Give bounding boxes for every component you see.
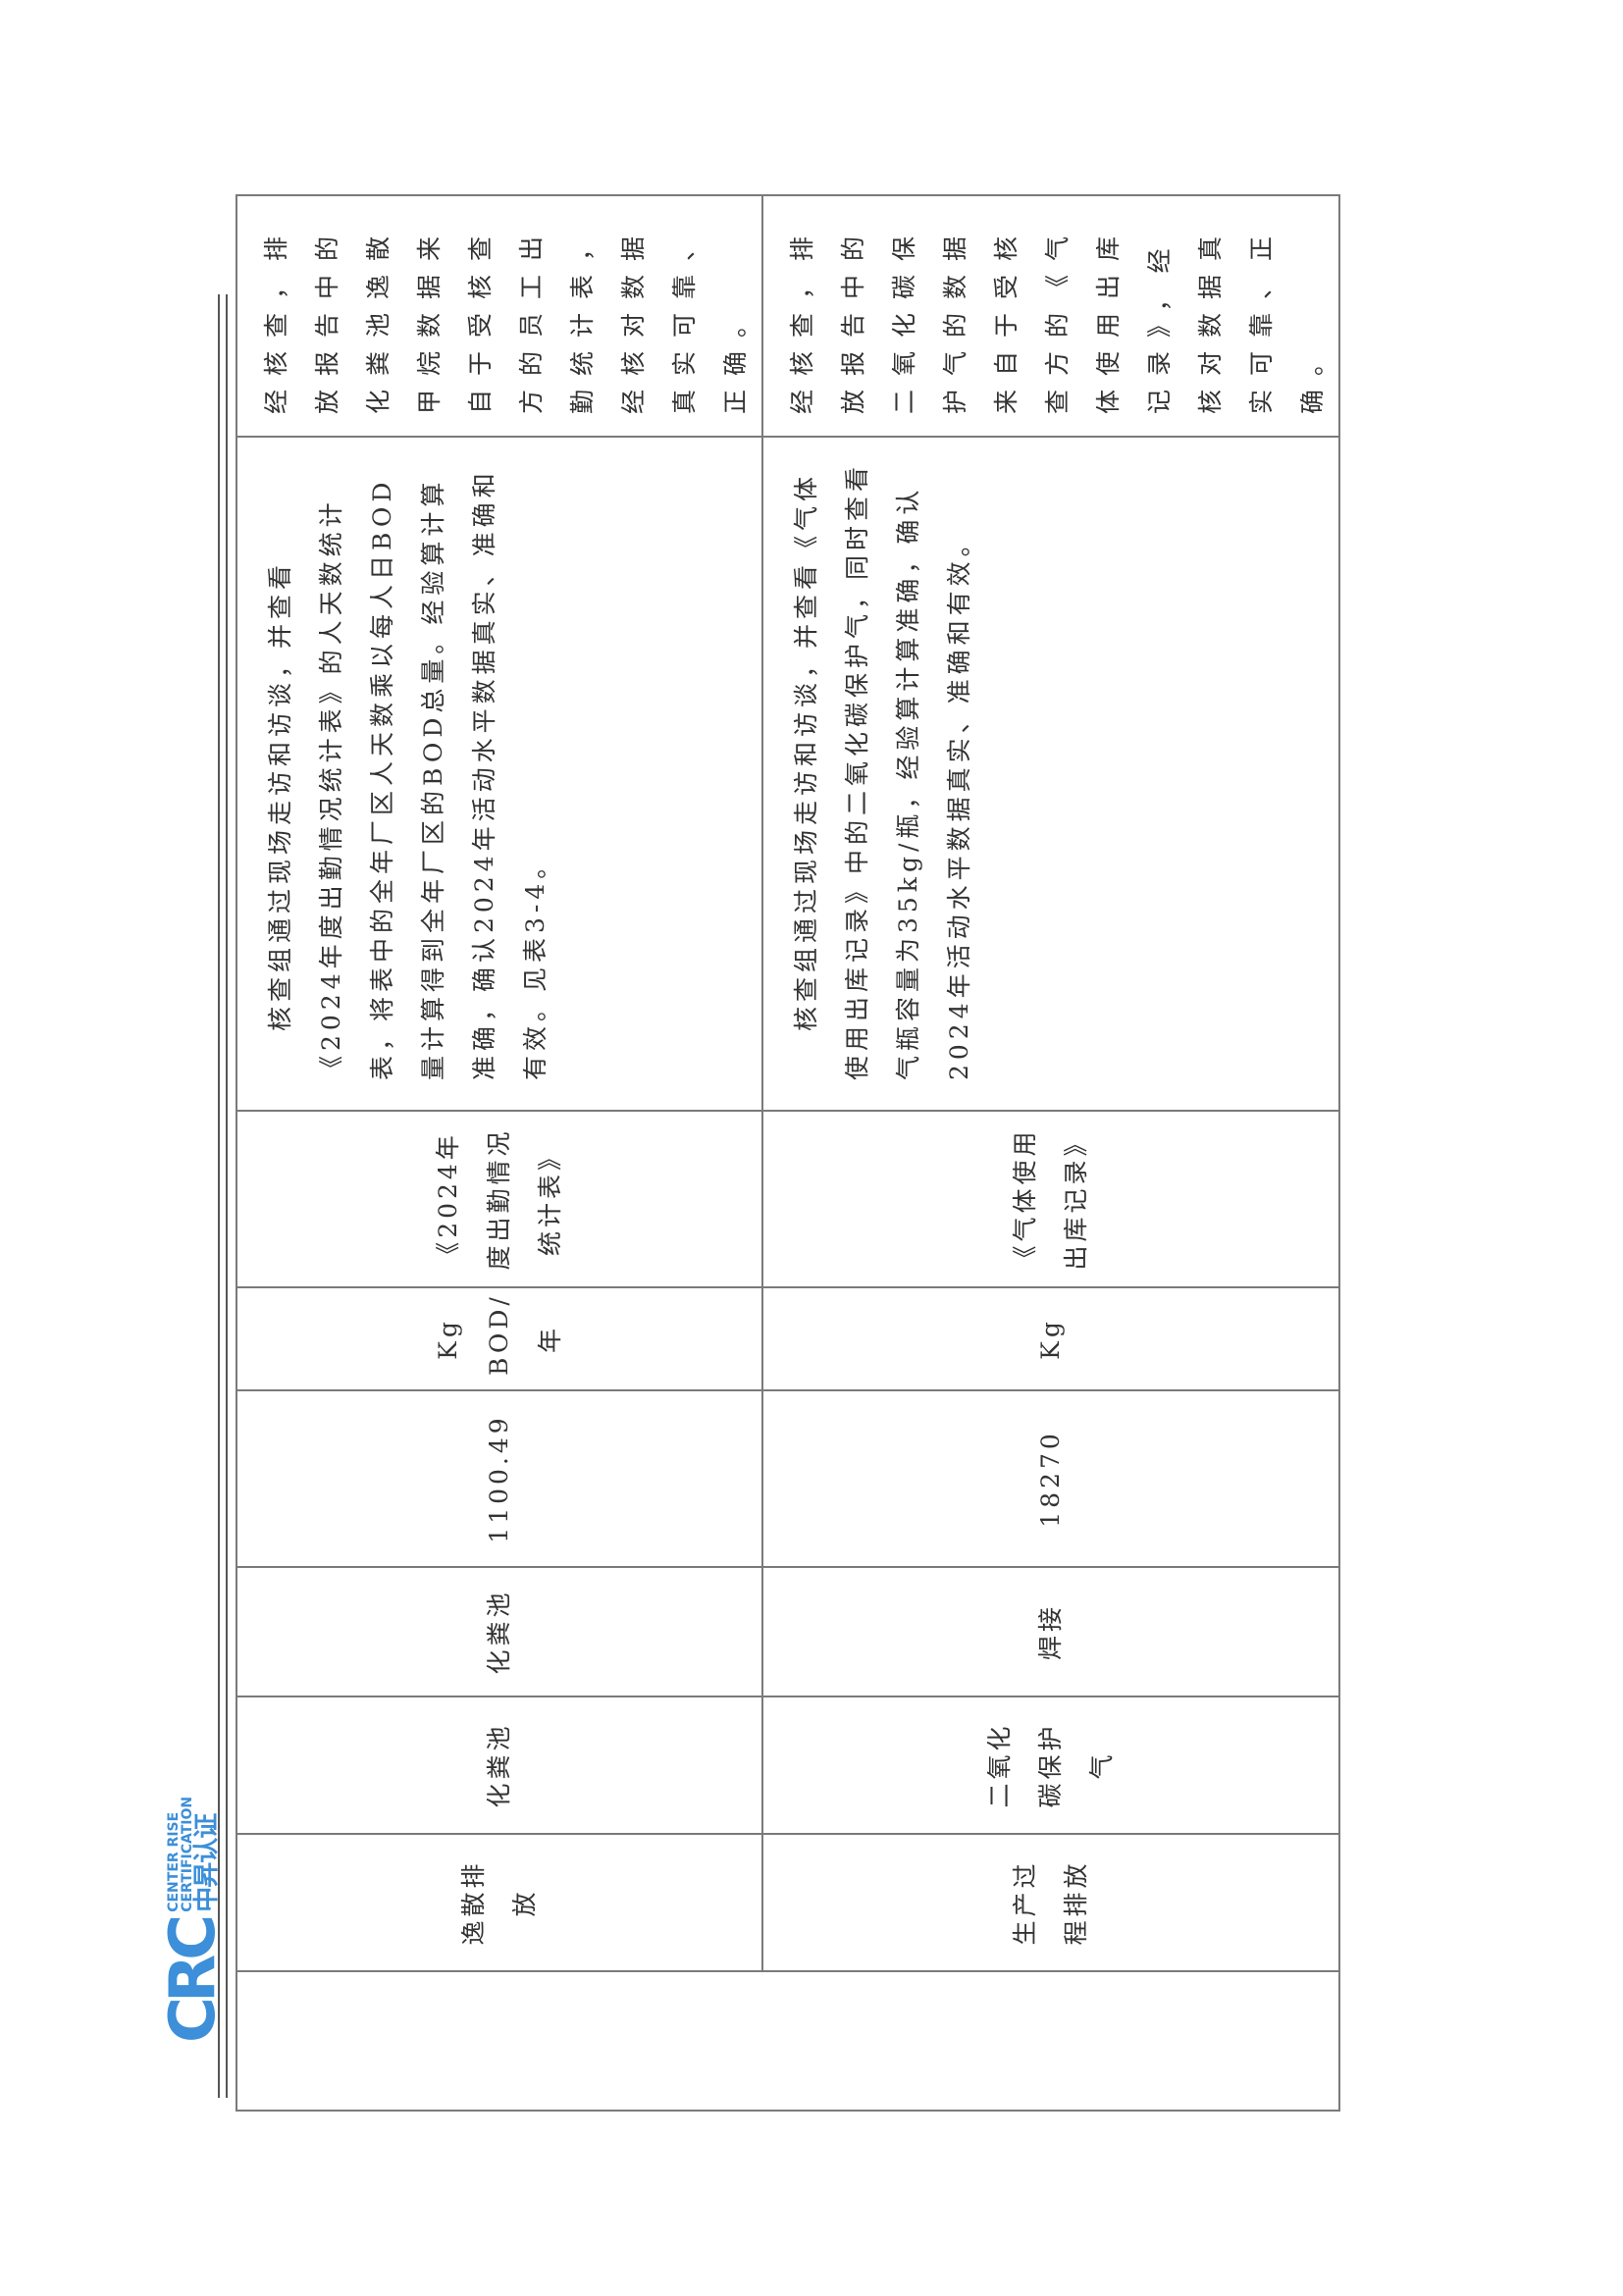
logo-text-cn: 中昇认证 <box>192 1813 222 1912</box>
description-cell: 核查组通过现场走访和访谈，并查看《气体使用出库记录》中的二氧化碳保护气，同时查看… <box>762 437 1339 1111</box>
unit-cell: Kg BOD/年 <box>236 1287 762 1390</box>
document-cell: 《气体使用出库记录》 <box>762 1111 1339 1287</box>
description-text: 核查组通过现场走访和访谈，并查看《气体使用出库记录》中的二氧化碳保护气，同时查看… <box>792 461 973 1080</box>
emission-source-cell: 二氧化碳保护气 <box>762 1696 1339 1834</box>
verification-table: 逸散排放 化粪池 化粪池 1100.49 Kg BOD/年 《2024年度出勤情… <box>236 194 1340 2112</box>
crc-logo-mark: CRC <box>157 1919 230 2043</box>
unit-cell: Kg <box>762 1287 1339 1390</box>
value-cell: 1100.49 <box>236 1390 762 1567</box>
double-border-line <box>218 294 228 2098</box>
conclusion-cell: 经核查，排放报告中的化粪池逸散甲烷数据来自于受核查方的员工出勤统计表，经核对数据… <box>236 195 762 437</box>
verification-table-rotated: 逸散排放 化粪池 化粪池 1100.49 Kg BOD/年 《2024年度出勤情… <box>236 195 1339 2112</box>
logo-text-en-1: CENTER RISE <box>166 1811 182 1912</box>
table-row: 逸散排放 化粪池 化粪池 1100.49 Kg BOD/年 《2024年度出勤情… <box>236 195 1339 2111</box>
table-row: 生产过程排放 二氧化碳保护气 焊接 18270 Kg 《气体使用出库记录》 核查… <box>762 195 1339 2111</box>
emission-category-cell: 逸散排放 <box>236 1834 762 1971</box>
description-text: 核查组通过现场走访和访谈，并查看《2024年度出勤情况统计表》的人天数统计表，将… <box>266 468 550 1080</box>
logo-text: CENTER RISE CERTIFICATION 中昇认证 <box>166 1797 222 1912</box>
merged-empty-cell <box>236 1971 1339 2111</box>
conclusion-cell: 经核查，排放报告中的二氧化碳保护气的数据来自于受核查方的《气体使用出库记录》，经… <box>762 195 1339 437</box>
facility-cell: 焊接 <box>762 1567 1339 1696</box>
description-cell: 核查组通过现场走访和访谈，并查看《2024年度出勤情况统计表》的人天数统计表，将… <box>236 437 762 1111</box>
emission-source-cell: 化粪池 <box>236 1696 762 1834</box>
document-cell: 《2024年度出勤情况统计表》 <box>236 1111 762 1287</box>
emission-category-cell: 生产过程排放 <box>762 1834 1339 1971</box>
value-cell: 18270 <box>762 1390 1339 1567</box>
facility-cell: 化粪池 <box>236 1567 762 1696</box>
center-rise-logo: CRC CENTER RISE CERTIFICATION 中昇认证 <box>152 1778 235 2043</box>
